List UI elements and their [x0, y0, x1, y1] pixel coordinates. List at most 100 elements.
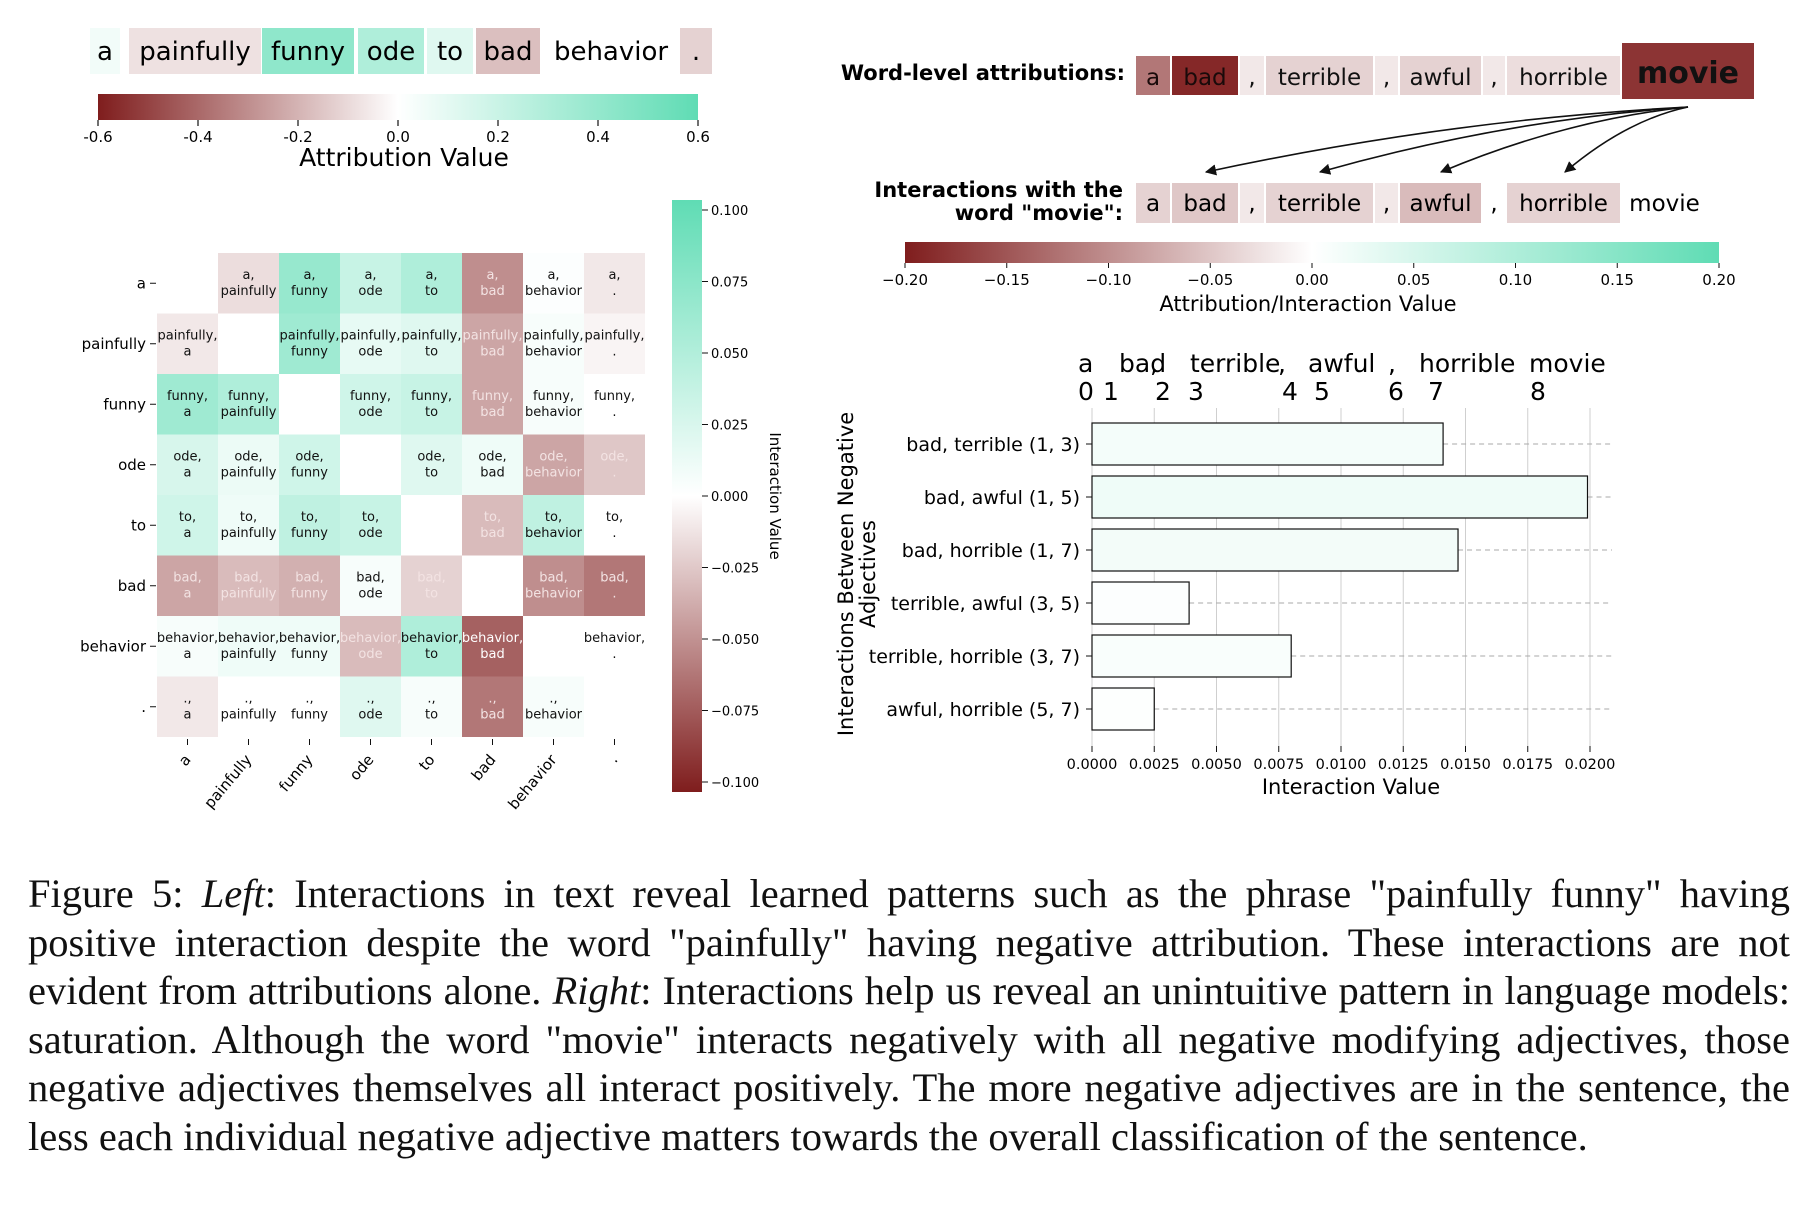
heatmap-cell-label-col: a — [184, 647, 192, 662]
figure-caption: Figure 5: Left: Interactions in text rev… — [28, 870, 1790, 1161]
heatmap-cell-fill — [279, 676, 340, 737]
token-label: to — [437, 37, 463, 67]
interaction-token-label: terrible — [1278, 191, 1361, 217]
heatmap-cell: behavior,ode — [340, 616, 401, 677]
word-token-label: horrible — [1519, 65, 1608, 91]
heatmap-cell-fill — [462, 313, 523, 374]
word-attributions-label: Word-level attributions: — [841, 61, 1125, 85]
word-token-cell — [1136, 56, 1170, 95]
caption-right-heading: Right — [552, 968, 641, 1013]
heatmap-cell: ode,funny — [279, 434, 340, 495]
bar-chart-y-axis-label-line1: Interactions Between Negative — [834, 412, 858, 736]
heatmap-cell-label-row: to, — [362, 510, 379, 525]
word-token-4: , — [1375, 56, 1398, 95]
index-number: 6 — [1388, 377, 1404, 406]
heatmap-cell-label-col: ode — [358, 647, 382, 662]
bar-chart-x-tick-label: 0.0150 — [1440, 757, 1491, 773]
word-token-5: awful — [1400, 56, 1481, 95]
heatmap-cell-fill — [401, 555, 462, 616]
heatmap-row-label: behavior — [80, 637, 147, 655]
heatmap-cell: to,funny — [279, 495, 340, 556]
heatmap-cell-label-row: bad, — [295, 571, 324, 586]
heatmap-cell-label-col: . — [612, 405, 616, 420]
heatmap-cell: a,funny — [279, 253, 340, 314]
heatmap-cell-label-col: bad — [480, 345, 504, 360]
interaction-tick-label: −0.100 — [711, 776, 759, 791]
token-label: a — [97, 37, 113, 67]
heatmap-cell-label-col: painfully — [221, 405, 277, 420]
heatmap-cell-fill — [218, 495, 279, 556]
heatmap-cell-label-row: ode, — [295, 450, 323, 465]
heatmap-cell-fill — [462, 555, 523, 616]
heatmap-cell-fill — [523, 434, 584, 495]
heatmap-cell-fill — [401, 495, 462, 556]
heatmap-cell: funny,painfully — [218, 374, 279, 435]
heatmap-cell-label-row: ., — [549, 692, 557, 707]
interaction-tick-label: −0.025 — [711, 562, 759, 577]
heatmap-col-label: ode — [346, 751, 378, 784]
heatmap-cell-label-col: behavior — [525, 345, 583, 360]
heatmap-cell-label-row: behavior, — [340, 631, 401, 646]
heatmap-cell — [401, 495, 462, 556]
negative-adjective-interaction-chart: 0.0000 0.0025 0.0050 0.0075 0.0100 0.0125 0.01… — [869, 408, 1615, 773]
heatmap-cell — [340, 434, 401, 495]
heatmap-col-label: bad — [468, 751, 500, 784]
heatmap-cell-label-row: ., — [244, 692, 252, 707]
heatmap-cell: .,to — [401, 676, 462, 737]
bar — [1091, 475, 1589, 519]
heatmap-cell-label-col: painfully — [221, 466, 277, 481]
caption-left-heading: Left — [201, 871, 265, 916]
heatmap-cell-fill — [584, 434, 645, 495]
token-cell — [358, 28, 424, 74]
word-token-label: awful — [1410, 65, 1472, 91]
heatmap-cell-label-col: bad — [480, 466, 504, 481]
word-token-6: , — [1483, 56, 1505, 95]
heatmap-cell — [279, 374, 340, 435]
heatmap-cell: bad,funny — [279, 555, 340, 616]
interaction-tick-label: −0.050 — [711, 633, 759, 648]
heatmap-cell-label-col: behavior — [525, 284, 583, 299]
heatmap-cell: bad,a — [157, 555, 218, 616]
index-word: , — [1388, 349, 1396, 378]
heatmap-cell-label-row: a, — [547, 268, 559, 283]
heatmap-cell-label-row: ., — [183, 692, 191, 707]
index-number: 4 — [1282, 377, 1298, 406]
heatmap-cell-label-col: funny — [291, 708, 328, 723]
heatmap-cell-fill — [218, 616, 279, 677]
interaction-token-7: horrible — [1507, 183, 1620, 223]
heatmap-cell: painfully,ode — [340, 313, 401, 374]
heatmap-cell-fill — [218, 374, 279, 435]
heatmap-cell-fill — [279, 495, 340, 556]
heatmap-cell: ode,to — [401, 434, 462, 495]
heatmap-cell-label-row: a, — [425, 268, 437, 283]
heatmap-cell-fill — [218, 434, 279, 495]
heatmap-cell-label-col: a — [184, 526, 192, 541]
heatmap-cell-label-col: a — [184, 345, 192, 360]
interaction-token-cell — [1507, 183, 1620, 223]
heatmap-cell: ode,a — [157, 434, 218, 495]
heatmap-cell-label-col: ode — [358, 587, 382, 602]
heatmap-cell: bad,behavior — [523, 555, 584, 616]
heatmap-cell-fill — [340, 676, 401, 737]
token-label: funny — [271, 37, 345, 67]
heatmap-cell-label-row: bad, — [600, 571, 629, 586]
heatmap-cell-label-col: to — [425, 284, 438, 299]
interaction-token-cell — [1240, 183, 1264, 223]
heatmap-cell-fill — [584, 253, 645, 314]
heatmap-cell-fill — [157, 495, 218, 556]
heatmap-cell-fill — [340, 555, 401, 616]
interaction-tick-label: 0.075 — [711, 276, 748, 291]
heatmap-cell-label-col: painfully — [221, 587, 277, 602]
heatmap-row-label: a — [137, 274, 146, 292]
token-cell — [90, 28, 120, 74]
word-token-cell — [1172, 56, 1238, 95]
heatmap-cell-label-row: funny, — [411, 389, 452, 404]
attribution-tick-label: 0.4 — [586, 128, 610, 146]
index-word: awful — [1308, 349, 1375, 378]
heatmap-cell: painfully,to — [401, 313, 462, 374]
heatmap-cell-fill — [523, 374, 584, 435]
heatmap-cell-label-row: painfully, — [585, 329, 645, 344]
interaction-colorbar: 0.100 0.075 0.050 0.025 0.000 −0.025 −0.050 −0.… — [672, 200, 784, 792]
attribution-interaction-colorbar: −0.20 −0.15 −0.10 −0.05 0.00 0.05 0.10 0.15 0.20… — [882, 242, 1736, 316]
heatmap-col-label: funny — [275, 751, 316, 795]
